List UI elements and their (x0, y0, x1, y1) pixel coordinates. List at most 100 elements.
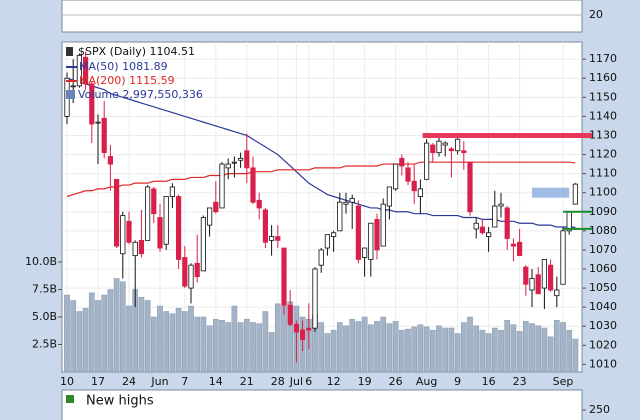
volume-bar (256, 323, 263, 373)
y-tick-label: 1040 (589, 300, 617, 313)
volume-bar (76, 311, 83, 373)
volume-bar (113, 278, 120, 373)
candle-body (132, 241, 138, 257)
candle-body (554, 289, 560, 297)
volume-bar (436, 325, 442, 373)
volume-bar (274, 303, 281, 373)
candle-body (479, 226, 486, 234)
volume-bar (138, 296, 145, 373)
candle-body (95, 121, 101, 124)
candle-body (504, 207, 510, 239)
volume-bar (498, 329, 504, 373)
volume-bar (144, 300, 151, 373)
volume-bar (491, 327, 498, 373)
candle-body (349, 198, 355, 203)
volume-bar (355, 321, 362, 373)
x-tick-label: 19 (358, 375, 372, 388)
y-tick-label: 1170 (589, 52, 617, 65)
x-tick-label: 21 (240, 375, 254, 388)
candle-body (461, 150, 467, 154)
candle-body (572, 183, 579, 205)
y2-tick-label: 7.5B (32, 283, 57, 296)
volume-bar (504, 320, 511, 373)
new-highs-panel (61, 389, 583, 420)
volume-bar (429, 329, 436, 373)
candle-body (182, 257, 188, 287)
y-tick-label: 1080 (589, 224, 617, 237)
candle-body (442, 142, 448, 146)
candle-body (498, 203, 504, 207)
candle-body (244, 150, 250, 169)
volume-bar (522, 321, 529, 373)
candle-body (368, 222, 374, 260)
candle-body (337, 201, 343, 232)
candle-body (231, 161, 237, 164)
candle-body (70, 85, 76, 88)
volume-bar (454, 333, 461, 373)
volume-bar (535, 325, 542, 373)
candle-body (213, 201, 219, 213)
volume-bar (194, 316, 201, 373)
candle-body (485, 232, 492, 237)
candle-body (237, 157, 244, 161)
candle-body (114, 178, 120, 247)
candle-body (268, 236, 275, 241)
volume-bar (386, 323, 393, 373)
x-tick-label: 24 (122, 375, 136, 388)
legend-entry: Volume 2,997,550,336 (78, 88, 203, 101)
y-tick-label: 1150 (589, 90, 617, 103)
volume-bar (398, 329, 405, 373)
volume-bar (374, 321, 380, 373)
volume-bar (206, 325, 213, 373)
candle-body (541, 259, 548, 289)
volume-bar (150, 316, 157, 373)
volume-bar (157, 305, 163, 373)
x-tick-label: Jun (150, 375, 168, 388)
candle-body (225, 163, 231, 169)
x-tick-label: 23 (513, 375, 527, 388)
candle-body (436, 140, 442, 154)
volume-bar (460, 322, 467, 373)
candle-body (324, 234, 331, 249)
candle-body (535, 274, 541, 295)
candle-body (175, 196, 182, 260)
volume-bar (479, 329, 486, 373)
candle-body (411, 180, 417, 192)
x-tick-label: 26 (389, 375, 403, 388)
y2-tick-label: 10.0B (25, 255, 57, 268)
volume-bar (361, 316, 368, 373)
y-tick-label: 20 (589, 8, 603, 21)
volume-bar (343, 325, 349, 373)
candle-body (157, 217, 163, 249)
x-tick-label: 17 (91, 375, 105, 388)
volume-bar (64, 294, 70, 373)
candle-body (287, 304, 293, 325)
candle-body (523, 266, 529, 285)
x-tick-label: Aug (416, 375, 437, 388)
volume-bar (188, 305, 194, 373)
legend-title: $SPX (Daily) 1104.51 (78, 45, 195, 58)
volume-bar (547, 336, 554, 373)
volume-bar (330, 329, 337, 373)
volume-bar (88, 292, 95, 373)
candle-body (188, 264, 194, 289)
legend-swatch (66, 395, 74, 403)
volume-bar (237, 322, 244, 373)
x-tick-label: Sep (553, 375, 574, 388)
candle-body (417, 188, 424, 197)
candle-body (107, 156, 113, 165)
candle-body (194, 262, 200, 278)
y-tick-label: 1060 (589, 262, 617, 275)
volume-bar (324, 333, 331, 373)
candle-body (138, 239, 144, 255)
y-tick-label: 1030 (589, 319, 617, 332)
candle-body (293, 323, 300, 333)
volume-bar (467, 316, 473, 373)
candle-body (492, 205, 498, 228)
candle-body (163, 196, 169, 245)
y2-tick-label: 5.0B (32, 310, 57, 323)
candle-body (76, 54, 82, 87)
level-box (532, 187, 570, 198)
volume-bar (101, 294, 108, 373)
